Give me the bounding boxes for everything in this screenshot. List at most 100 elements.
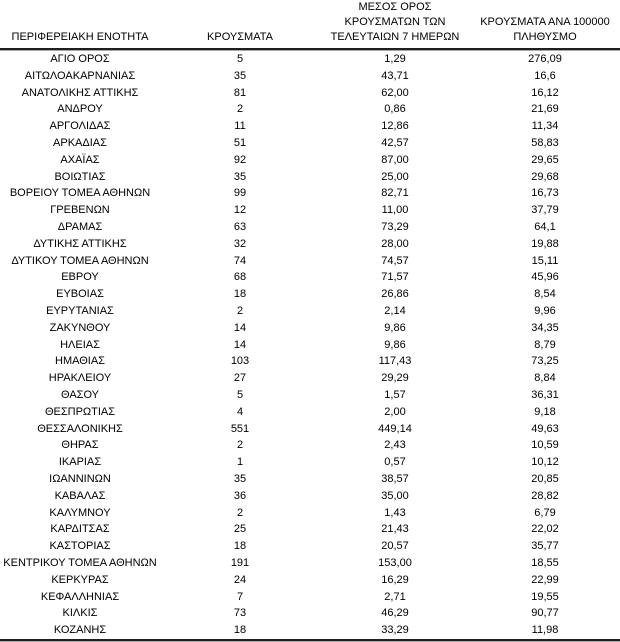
cell-per100k: 22,02 — [531, 523, 559, 536]
cell-per100k: 11,34 — [531, 120, 559, 133]
table-row: ΑΡΓΟΛΙΔΑΣ 11 12,86 11,34 — [0, 118, 620, 135]
cell-per100k: 8,84 — [534, 372, 556, 385]
cell-cases: 32 — [233, 237, 247, 250]
cell-avg7: 0,57 — [384, 456, 406, 469]
table-row: ΚΟΖΑΝΗΣ 18 33,29 11,98 — [0, 622, 620, 641]
cell-avg7: 449,14 — [378, 422, 412, 435]
cell-avg7: 2,14 — [384, 304, 406, 317]
cell-region: ΘΗΡΑΣ — [61, 439, 99, 452]
cell-cases: 18 — [160, 622, 320, 641]
cell-per100k: 6,79 — [534, 506, 556, 519]
cell-region: ΗΡΑΚΛΕΙΟΥ — [48, 372, 112, 385]
cell-avg7: 1,43 — [384, 506, 406, 519]
cell-per100k: 18,55 — [531, 556, 559, 569]
cell-per100k: 16,6 — [534, 69, 556, 82]
table-row: ΖΑΚΥΝΘΟΥ 14 9,86 34,35 — [0, 320, 620, 337]
cell-avg7: 43,71 — [381, 69, 409, 82]
cell-cases: 7 — [236, 590, 244, 603]
cell-region: ΑΝΔΡΟΥ — [57, 103, 103, 116]
cell-avg7: 74,57 — [381, 254, 409, 267]
table-row: ΕΒΡΟΥ 68 71,57 45,96 — [0, 269, 620, 286]
cell-per100k: 29,68 — [531, 170, 559, 183]
table-row: ΔΡΑΜΑΣ 63 73,29 64,1 — [0, 219, 620, 236]
cell-region: ΔΡΑΜΑΣ — [57, 220, 103, 233]
cell-cases: 1 — [236, 456, 244, 469]
table-row: ΘΕΣΣΑΛΟΝΙΚΗΣ 551 449,14 49,63 — [0, 421, 620, 438]
table-header-row: ΠΕΡΙΦΕΡΕΙΑΚΗ ΕΝΟΤΗΤΑ ΚΡΟΥΣΜΑΤΑ ΜΕΣΟΣ ΟΡΟ… — [0, 0, 620, 50]
cell-avg7: 33,29 — [320, 622, 470, 641]
cell-per100k: 19,55 — [531, 590, 559, 603]
cell-cases: 551 — [230, 422, 250, 435]
cell-region: ΑΡΓΟΛΙΔΑΣ — [49, 120, 111, 133]
table-row: ΑΝΑΤΟΛΙΚΗΣ ΑΤΤΙΚΗΣ 81 62,00 16,12 — [0, 85, 620, 102]
cell-region: ΕΥΡΥΤΑΝΙΑΣ — [46, 304, 114, 317]
cell-region: ΘΑΣΟΥ — [60, 388, 100, 401]
cell-per100k: 34,35 — [531, 321, 559, 334]
cell-avg7: 12,86 — [381, 120, 409, 133]
cell-per100k: 10,59 — [531, 439, 559, 452]
table-row: ΒΟΙΩΤΙΑΣ 35 25,00 29,68 — [0, 169, 620, 186]
cell-avg7: 16,29 — [381, 573, 409, 586]
cell-region: ΘΕΣΣΑΛΟΝΙΚΗΣ — [37, 422, 123, 435]
cell-cases: 103 — [230, 355, 250, 368]
cell-per100k: 16,73 — [531, 187, 559, 200]
cell-cases: 12 — [233, 204, 247, 217]
table-row: ΗΡΑΚΛΕΙΟΥ 27 29,29 8,84 — [0, 370, 620, 387]
cell-region: ΚΑΛΥΜΝΟΥ — [49, 506, 111, 519]
cell-region: ΚΙΛΚΙΣ — [62, 607, 98, 620]
cell-cases: 2 — [236, 103, 244, 116]
cell-region: ΗΜΑΘΙΑΣ — [55, 355, 105, 368]
cell-region: ΚΑΡΔΙΤΣΑΣ — [50, 523, 110, 536]
cell-avg7: 71,57 — [381, 271, 409, 284]
cell-cases: 4 — [236, 405, 244, 418]
cell-per100k: 45,96 — [531, 271, 559, 284]
cell-avg7: 11,00 — [381, 204, 409, 217]
table-row: ΗΜΑΘΙΑΣ 103 117,43 73,25 — [0, 353, 620, 370]
cell-cases: 27 — [233, 372, 247, 385]
table-row: ΚΕΝΤΡΙΚΟΥ ΤΟΜΕΑ ΑΘΗΝΩΝ 191 153,00 18,55 — [0, 555, 620, 572]
table-row: ΑΙΤΩΛΟΑΚΑΡΝΑΝΙΑΣ 35 43,71 16,6 — [0, 68, 620, 85]
cell-cases: 35 — [233, 472, 247, 485]
cell-avg7: 35,00 — [381, 489, 409, 502]
cell-avg7: 9,86 — [384, 338, 406, 351]
cell-per100k: 37,79 — [531, 204, 559, 217]
cell-per100k: 9,18 — [534, 405, 556, 418]
cell-region: ΖΑΚΥΝΘΟΥ — [49, 321, 111, 334]
cell-avg7: 117,43 — [378, 355, 412, 368]
cell-cases: 73 — [233, 607, 247, 620]
table-row: ΘΗΡΑΣ 2 2,43 10,59 — [0, 437, 620, 454]
col-header-avg7: ΜΕΣΟΣ ΟΡΟΣ ΚΡΟΥΣΜΑΤΩΝ ΤΩΝ ΤΕΛΕΥΤΑΙΩΝ 7 Η… — [320, 0, 470, 50]
table-row: ΚΑΣΤΟΡΙΑΣ 18 20,57 35,77 — [0, 538, 620, 555]
cell-region: ΔΥΤΙΚΟΥ ΤΟΜΕΑ ΑΘΗΝΩΝ — [11, 254, 149, 267]
cell-region: ΗΛΕΙΑΣ — [60, 338, 100, 351]
cell-cases: 14 — [233, 321, 247, 334]
col-header-cases: ΚΡΟΥΣΜΑΤΑ — [160, 0, 320, 50]
cell-avg7: 87,00 — [381, 153, 409, 166]
cell-per100k: 49,63 — [531, 422, 559, 435]
cell-per100k: 19,88 — [531, 237, 559, 250]
cell-per100k: 8,54 — [534, 288, 556, 301]
cell-cases: 99 — [233, 187, 247, 200]
cell-avg7: 2,71 — [384, 590, 406, 603]
cell-region: ΑΓΙΟ ΟΡΟΣ — [0, 50, 160, 68]
cell-avg7: 20,57 — [381, 540, 409, 553]
cell-per100k: 276,09 — [470, 50, 620, 68]
cell-avg7: 38,57 — [381, 472, 409, 485]
cell-avg7: 46,29 — [381, 607, 409, 620]
table-row: ΑΝΔΡΟΥ 2 0,86 21,69 — [0, 101, 620, 118]
cell-cases: 14 — [233, 338, 247, 351]
cell-region: ΑΝΑΤΟΛΙΚΗΣ ΑΤΤΙΚΗΣ — [21, 86, 139, 99]
table-body: ΑΓΙΟ ΟΡΟΣ 5 1,29 276,09 ΑΙΤΩΛΟΑΚΑΡΝΑΝΙΑΣ 35 43… — [0, 50, 620, 641]
cell-cases: 25 — [233, 523, 247, 536]
table-row: ΚΑΒΑΛΑΣ 36 35,00 28,82 — [0, 488, 620, 505]
table-row: ΚΕΦΑΛΛΗΝΙΑΣ 7 2,71 19,55 — [0, 589, 620, 606]
cell-cases: 18 — [233, 540, 247, 553]
cell-per100k: 58,83 — [531, 136, 559, 149]
cell-cases: 92 — [233, 153, 247, 166]
cell-avg7: 1,29 — [320, 50, 470, 68]
cell-per100k: 64,1 — [534, 220, 556, 233]
cell-per100k: 15,11 — [531, 254, 559, 267]
cell-region: ΚΟΖΑΝΗΣ — [0, 622, 160, 641]
